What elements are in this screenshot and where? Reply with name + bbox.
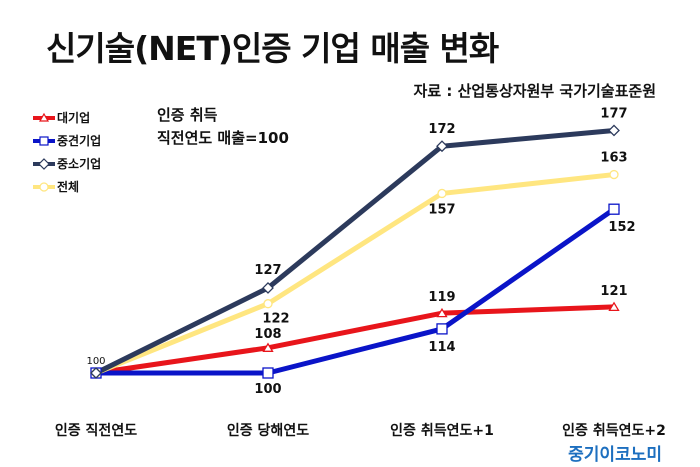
marker-s3-p1 <box>263 299 273 309</box>
legend-label-sme: 중소기업 <box>57 157 102 171</box>
data-label-s0-p1: 108 <box>254 327 281 342</box>
data-label-s0-p3: 121 <box>600 284 627 299</box>
legend: 대기업 중견기업 중소기업 전체 <box>33 106 101 198</box>
source-note: 자료 : 산업통상자원부 국가기술표준원 <box>413 82 656 100</box>
marker-s0-p1 <box>262 342 274 352</box>
legend-swatch-sme <box>33 157 55 170</box>
data-label-s3-p3: 163 <box>600 151 627 166</box>
legend-swatch-mid <box>33 135 55 146</box>
marker-s0-p2 <box>436 307 448 318</box>
marker-s3-p3 <box>609 169 619 180</box>
marker-s2-p3 <box>608 124 620 137</box>
data-label-s1-p3: 152 <box>608 220 635 235</box>
series-line-0 <box>95 304 615 376</box>
marker-s1-p2 <box>436 323 448 335</box>
x-tick-label-0: 인증 직전연도 <box>54 423 138 439</box>
marker-s1-p3 <box>608 203 620 215</box>
data-label-s2-p1: 127 <box>254 263 281 278</box>
data-label-s3-p2: 157 <box>428 202 455 217</box>
data-label-s2-p2: 172 <box>428 122 455 137</box>
legend-label-mid: 중견기업 <box>57 134 102 148</box>
baseline-note: 인증 취득 직전연도 매출=100 <box>157 104 289 150</box>
x-tick-label-1: 인증 당해연도 <box>226 423 310 439</box>
baseline-note-line-2: 직전연도 매출=100 <box>157 129 289 147</box>
data-label-s0-p2: 119 <box>428 290 455 305</box>
legend-item-mid: 중견기업 <box>33 129 101 152</box>
legend-item-total: 전체 <box>33 175 101 198</box>
data-label-start: 100 <box>86 356 105 367</box>
legend-item-sme: 중소기업 <box>33 152 101 175</box>
data-label-s1-p2: 114 <box>428 340 455 355</box>
marker-s1-p1 <box>262 367 274 379</box>
x-tick-label-2: 인증 취득연도+1 <box>390 423 494 439</box>
chart-title: 신기술(NET)인증 기업 매출 변화 <box>46 29 499 68</box>
legend-swatch-total <box>33 181 55 192</box>
series-line-3 <box>95 172 615 376</box>
legend-item-large: 대기업 <box>33 106 101 129</box>
series-line-1 <box>96 207 616 376</box>
data-label-s3-p1: 122 <box>262 312 289 327</box>
marker-s2-p1 <box>262 282 274 294</box>
series-line-2 <box>94 127 615 376</box>
data-label-s1-p1: 100 <box>254 382 281 397</box>
data-label-s2-p3: 177 <box>600 106 627 121</box>
marker-s2-p2 <box>436 140 448 153</box>
legend-swatch-large <box>33 112 55 122</box>
brand-logo-text: 중기이코노미 <box>568 445 662 465</box>
legend-label-total: 전체 <box>57 180 80 194</box>
marker-s2-p0 <box>90 367 102 379</box>
x-tick-label-3: 인증 취득연도+2 <box>562 423 666 439</box>
legend-label-large: 대기업 <box>57 111 91 125</box>
marker-s3-p2 <box>437 188 447 199</box>
marker-s0-p3 <box>608 301 620 312</box>
baseline-note-line-1: 인증 취득 <box>157 106 218 124</box>
